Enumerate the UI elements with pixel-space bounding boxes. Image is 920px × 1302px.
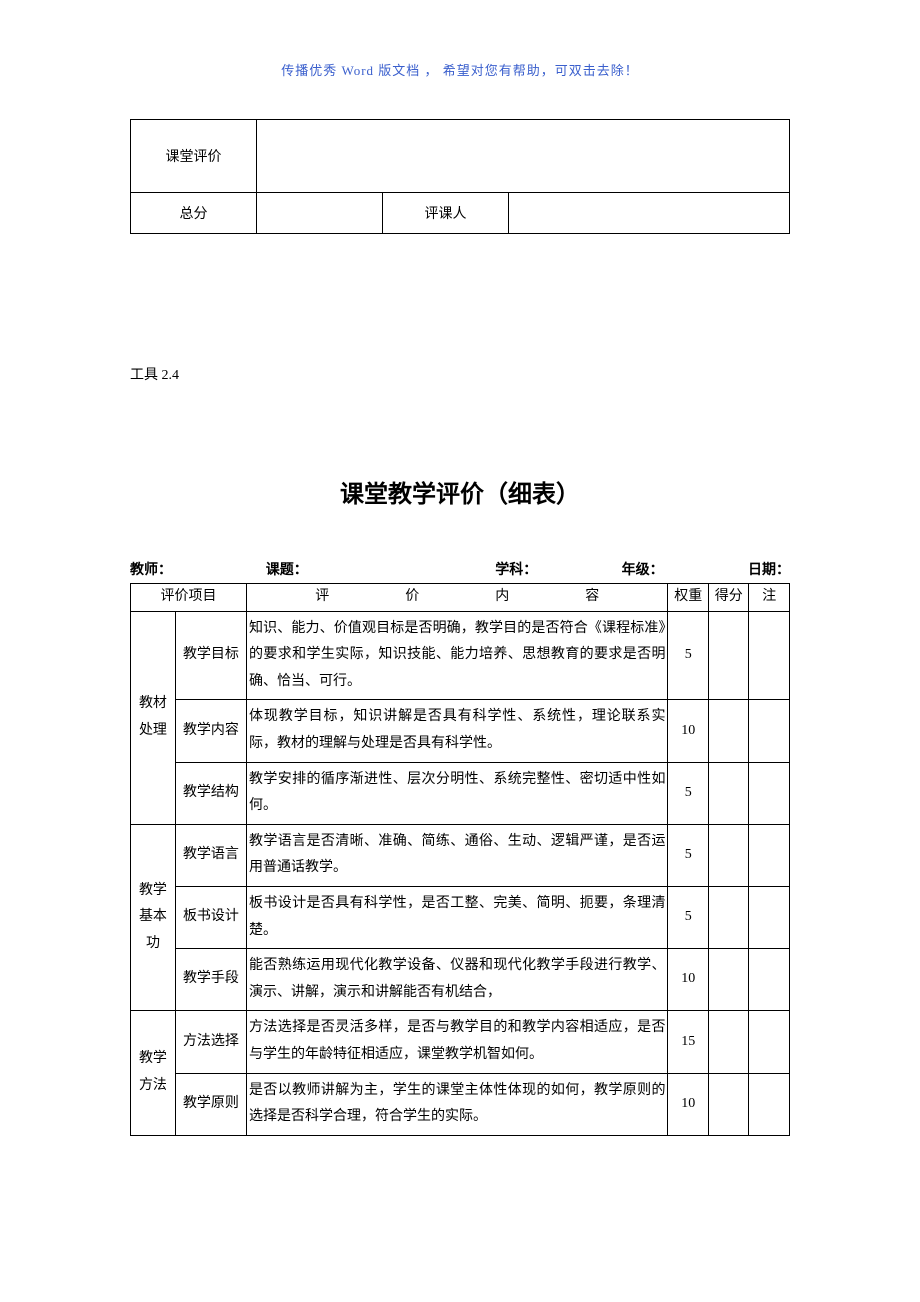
header-note: 传播优秀 Word 版文档 ， 希望对您有帮助，可双击去除！ — [130, 60, 790, 79]
content-1-2: 能否熟练运用现代化教学设备、仪器和现代化教学手段进行教学、演示、讲解，演示和讲解… — [247, 949, 668, 1011]
note-1-1 — [749, 886, 790, 948]
weight-1-1: 5 — [668, 886, 709, 948]
sub-1-1: 板书设计 — [175, 886, 246, 948]
hdr-note: 注 — [749, 584, 790, 612]
note-2-0 — [749, 1011, 790, 1073]
top-summary-table: 课堂评价 总分 评课人 — [130, 119, 790, 234]
score-0-1 — [708, 700, 749, 762]
content-0-0: 知识、能力、价值观目标是否明确，教学目的是否符合《课程标准》的要求和学生实际，知… — [247, 611, 668, 700]
sub-1-0: 教学语言 — [175, 824, 246, 886]
score-1-2 — [708, 949, 749, 1011]
sub-1-2: 教学手段 — [175, 949, 246, 1011]
note-0-2 — [749, 762, 790, 824]
weight-2-0: 15 — [668, 1011, 709, 1073]
top-row2-label2: 评课人 — [383, 193, 509, 234]
score-2-1 — [708, 1073, 749, 1135]
cat-2: 教学方法 — [131, 1011, 176, 1135]
weight-1-2: 10 — [668, 949, 709, 1011]
note-1-0 — [749, 824, 790, 886]
sub-0-1: 教学内容 — [175, 700, 246, 762]
content-2-1: 是否以教师讲解为主，学生的课堂主体性体现的如何，教学原则的选择是否科学合理，符合… — [247, 1073, 668, 1135]
cat-1: 教学基本功 — [131, 824, 176, 1011]
weight-2-1: 10 — [668, 1073, 709, 1135]
hdr-weight: 权重 — [668, 584, 709, 612]
top-row1-label: 课堂评价 — [131, 120, 257, 193]
sub-0-2: 教学结构 — [175, 762, 246, 824]
content-1-1: 板书设计是否具有科学性，是否工整、完美、简明、扼要，条理清楚。 — [247, 886, 668, 948]
score-2-0 — [708, 1011, 749, 1073]
weight-0-1: 10 — [668, 700, 709, 762]
evaluation-table: 评价项目 评 价 内 容 权重 得分 注 教材处理 教学目标 知识、能力、价值观… — [130, 583, 790, 1136]
note-1-2 — [749, 949, 790, 1011]
hdr-content: 评 价 内 容 — [247, 584, 668, 612]
content-0-1: 体现教学目标，知识讲解是否具有科学性、系统性，理论联系实际，教材的理解与处理是否… — [247, 700, 668, 762]
note-0-1 — [749, 700, 790, 762]
score-0-0 — [708, 611, 749, 700]
weight-0-0: 5 — [668, 611, 709, 700]
content-2-0: 方法选择是否灵活多样，是否与教学目的和教学内容相适应，是否与学生的年龄特征相适应… — [247, 1011, 668, 1073]
info-grade: 年级： — [622, 559, 664, 579]
hdr-score: 得分 — [708, 584, 749, 612]
weight-1-0: 5 — [668, 824, 709, 886]
score-1-1 — [708, 886, 749, 948]
top-row1-value — [257, 120, 790, 193]
top-row2-label1: 总分 — [131, 193, 257, 234]
info-row: 教师： 课题： 学科： 年级： 日期： — [130, 559, 790, 579]
content-1-0: 教学语言是否清晰、准确、简练、通俗、生动、逻辑严谨，是否运用普通话教学。 — [247, 824, 668, 886]
sub-2-0: 方法选择 — [175, 1011, 246, 1073]
score-1-0 — [708, 824, 749, 886]
page-title: 课堂教学评价（细表） — [130, 474, 790, 509]
cat-0: 教材处理 — [131, 611, 176, 824]
score-0-2 — [708, 762, 749, 824]
section-label: 工具 2.4 — [130, 364, 790, 384]
top-row2-value1 — [257, 193, 383, 234]
note-0-0 — [749, 611, 790, 700]
top-row2-value2 — [509, 193, 790, 234]
info-date: 日期： — [748, 559, 790, 579]
note-2-1 — [749, 1073, 790, 1135]
hdr-item: 评价项目 — [131, 584, 247, 612]
info-subject: 学科： — [495, 559, 537, 579]
content-0-2: 教学安排的循序渐进性、层次分明性、系统完整性、密切适中性如何。 — [247, 762, 668, 824]
info-teacher: 教师： — [130, 559, 172, 579]
sub-2-1: 教学原则 — [175, 1073, 246, 1135]
sub-0-0: 教学目标 — [175, 611, 246, 700]
weight-0-2: 5 — [668, 762, 709, 824]
info-topic: 课题： — [266, 559, 308, 579]
